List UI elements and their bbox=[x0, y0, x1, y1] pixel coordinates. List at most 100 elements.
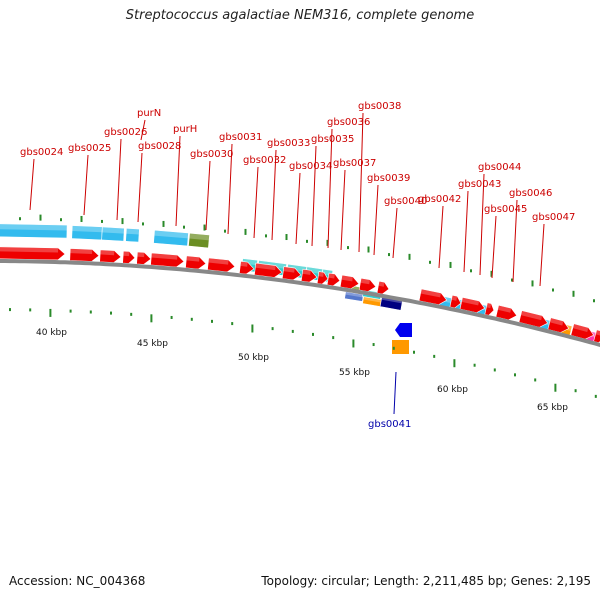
leader-line bbox=[491, 215, 497, 279]
gene-label[interactable]: gbs0037 bbox=[333, 158, 376, 169]
cds-arrow bbox=[239, 260, 255, 275]
gene-label[interactable]: gbs0046 bbox=[509, 188, 552, 199]
cds-arrow-shine bbox=[100, 249, 115, 256]
gene-label[interactable]: gbs0035 bbox=[311, 134, 354, 145]
leader-line bbox=[175, 135, 181, 227]
leader-line bbox=[539, 223, 545, 287]
gene-label[interactable]: gbs0047 bbox=[532, 212, 575, 223]
cds-arrow bbox=[69, 248, 100, 262]
gene-label[interactable]: gbs0040 bbox=[384, 196, 427, 207]
cds-arrow-shine bbox=[328, 273, 335, 279]
gbs0041-block bbox=[392, 340, 409, 354]
leader-line bbox=[311, 145, 317, 247]
cds-arrow-shape bbox=[122, 250, 136, 264]
cds-arrow-shine bbox=[318, 271, 324, 277]
leader-line bbox=[140, 119, 146, 141]
scale-label: 60 kbp bbox=[437, 385, 468, 395]
cds-arrow bbox=[136, 251, 152, 265]
cds-arrow bbox=[300, 268, 318, 283]
gene-label[interactable]: gbs0033 bbox=[267, 138, 310, 149]
cds-arrow-shape bbox=[593, 329, 600, 343]
gene-label[interactable]: gbs0043 bbox=[458, 179, 501, 190]
genome-backbone bbox=[0, 259, 600, 347]
feature-block-shine bbox=[287, 264, 307, 272]
feature-block-shine bbox=[363, 296, 382, 303]
cds-arrow-shine bbox=[255, 263, 276, 271]
feature-block-shine bbox=[345, 291, 364, 298]
feature-block bbox=[344, 291, 364, 302]
feature-block bbox=[188, 232, 210, 249]
leader-line bbox=[227, 143, 233, 235]
cds-arrow-shape bbox=[339, 274, 360, 289]
cds-arrow bbox=[326, 272, 341, 287]
gene-label[interactable]: gbs0032 bbox=[243, 155, 286, 166]
map-title: Streptococcus agalactiae NEM316, complet… bbox=[125, 8, 475, 23]
cds-arrow-shape bbox=[484, 302, 495, 316]
cds-arrow-shine bbox=[549, 317, 564, 326]
cds-arrow-shape bbox=[459, 296, 486, 313]
gene-label-gbs0041[interactable]: gbs0041 bbox=[368, 419, 411, 430]
cds-arrow bbox=[254, 262, 283, 278]
label-leader-lines bbox=[29, 112, 545, 415]
leader-line bbox=[205, 160, 211, 231]
cds-arrow-shape bbox=[300, 268, 318, 283]
cds-arrow-shine bbox=[70, 248, 93, 255]
gene-label[interactable]: gbs0042 bbox=[418, 194, 461, 205]
leader-line bbox=[340, 169, 346, 251]
gene-label[interactable]: gbs0025 bbox=[68, 143, 111, 154]
cds-arrow-shine bbox=[378, 281, 385, 287]
gene-label[interactable]: gbs0044 bbox=[478, 162, 521, 173]
feature-block-shape bbox=[0, 223, 68, 239]
cds-arrow bbox=[207, 257, 236, 273]
cds-arrow-shape bbox=[254, 262, 283, 278]
cds-arrow-shape bbox=[358, 277, 377, 292]
leader-line bbox=[373, 184, 379, 256]
cds-arrow-shape bbox=[185, 255, 207, 270]
cds-arrow bbox=[122, 250, 136, 264]
gene-label[interactable]: purN bbox=[137, 108, 161, 119]
gene-label[interactable]: gbs0028 bbox=[138, 141, 181, 152]
feature-block-shape bbox=[125, 227, 140, 243]
gene-label[interactable]: gbs0045 bbox=[484, 204, 527, 215]
cds-arrow-shine bbox=[341, 275, 353, 282]
gene-label[interactable]: gbs0038 bbox=[358, 101, 401, 112]
leader-line bbox=[253, 166, 259, 239]
cds-arrow-shine bbox=[302, 269, 311, 275]
cds-arrow-shape bbox=[518, 310, 549, 328]
gene-label[interactable]: gbs0036 bbox=[327, 117, 370, 128]
gene-label[interactable]: gbs0024 bbox=[20, 147, 63, 158]
feature-block-shape bbox=[188, 232, 210, 249]
scale-label: 45 kbp bbox=[137, 339, 168, 349]
gene-label[interactable]: gbs0026 bbox=[104, 127, 147, 138]
gene-label[interactable]: purH bbox=[173, 124, 197, 135]
cds-arrow bbox=[418, 288, 448, 305]
feature-track bbox=[0, 223, 600, 354]
cds-arrow-shine bbox=[572, 323, 589, 332]
cds-arrow-shape bbox=[418, 288, 448, 305]
cds-arrow-shape bbox=[150, 252, 185, 268]
feature-block-shine bbox=[258, 260, 287, 269]
cds-arrow bbox=[99, 249, 122, 263]
cds-arrow bbox=[376, 280, 390, 295]
leader-line bbox=[29, 158, 35, 211]
cds-arrow bbox=[339, 274, 360, 289]
gene-label[interactable]: gbs0039 bbox=[367, 173, 410, 184]
cds-arrow-shape bbox=[281, 266, 302, 281]
cds-arrow-shine bbox=[283, 266, 295, 273]
feature-block-shape bbox=[153, 229, 189, 247]
gene-label[interactable]: gbs0030 bbox=[190, 149, 233, 160]
gene-label[interactable]: gbs0031 bbox=[219, 132, 262, 143]
cds-arrow-shine bbox=[0, 246, 59, 253]
leader-line bbox=[295, 172, 301, 245]
leader-line bbox=[137, 152, 143, 223]
cds-arrow-shine bbox=[486, 302, 492, 309]
feature-block bbox=[0, 223, 68, 239]
cds-arrow bbox=[570, 323, 595, 340]
cds-arrow-shape bbox=[0, 246, 66, 261]
cds-arrow-shape bbox=[547, 317, 570, 333]
leader-line bbox=[512, 199, 518, 283]
cds-arrow-shine bbox=[240, 261, 248, 267]
cds-arrow-shine bbox=[360, 278, 370, 285]
gene-label[interactable]: gbs0034 bbox=[289, 161, 332, 172]
